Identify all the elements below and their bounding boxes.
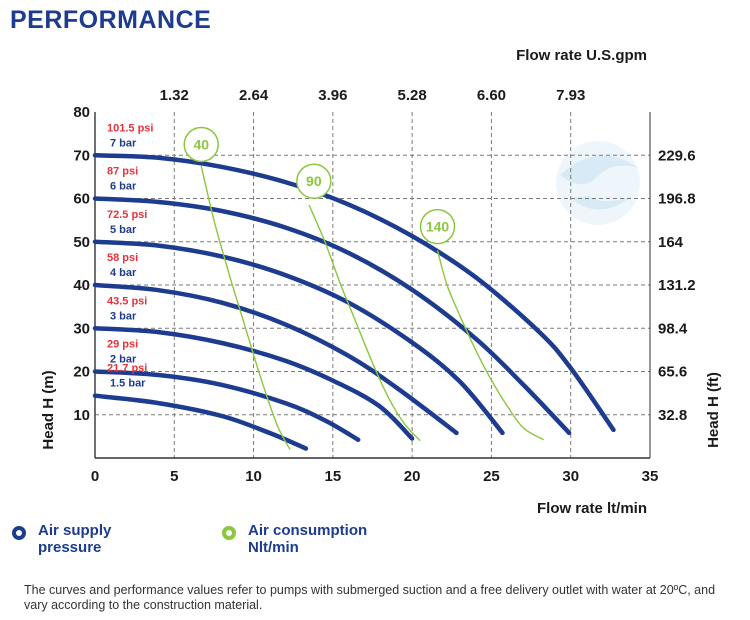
pressure-curve-7bar (92, 153, 616, 433)
y-right-tick-label: 98.4 (658, 320, 688, 337)
bar-label: 5 bar (110, 224, 137, 236)
air-consumption-badge (296, 163, 332, 199)
pressure-curve-2bar (92, 369, 361, 443)
legend-air-line2: Nlt/min (248, 539, 299, 556)
air-consumption-label: 90 (306, 173, 322, 189)
x-tick-label: 30 (562, 468, 579, 485)
x-tick-label: 35 (642, 468, 659, 485)
psi-label: 101.5 psi (107, 122, 153, 134)
y-right-tick-label: 229.6 (658, 147, 696, 164)
y-left-axis-title: Head H (m) (40, 370, 57, 449)
y-right-axis-title: Head H (ft) (705, 372, 722, 448)
y-right-tick-label: 32.8 (658, 407, 687, 424)
x-top-tick-label: 1.32 (160, 87, 189, 104)
y-right-tick-label: 164 (658, 234, 684, 251)
psi-label: 87 psi (107, 166, 138, 178)
y-tick-label: 80 (73, 104, 90, 121)
y-right-tick-label: 196.8 (658, 191, 696, 208)
x-top-tick-label: 7.93 (556, 87, 585, 104)
y-right-tick-label: 131.2 (658, 277, 696, 294)
legend-pressure-line1: Air supply (38, 522, 112, 539)
air-consumption-label: 40 (193, 136, 209, 152)
bar-label: 7 bar (110, 137, 137, 149)
x-top-tick-label: 3.96 (318, 87, 347, 104)
pressure-curve-5bar (92, 239, 505, 436)
air-consumption-label: 140 (426, 219, 450, 235)
x-tick-label: 5 (170, 468, 178, 485)
air-consumption-badge (183, 126, 219, 163)
x-top-axis-title: Flow rate U.S.gpm (516, 47, 647, 64)
legend-air-consumption: Air consumption Nlt/min (222, 522, 388, 556)
y-tick-label: 40 (73, 277, 90, 294)
y-tick-label: 30 (73, 320, 90, 337)
bar-label: 4 bar (110, 267, 137, 279)
psi-label: 43.5 psi (107, 295, 147, 307)
x-tick-label: 25 (483, 468, 500, 485)
legend-air-line1: Air consumption (248, 522, 368, 539)
bar-label: 1.5 bar (110, 378, 146, 390)
psi-label: 29 psi (107, 339, 138, 351)
psi-label: 58 psi (107, 252, 138, 264)
pressure-curve-4bar (92, 282, 459, 436)
air-consumption-curve-90 (308, 204, 421, 442)
air-consumption-curve-140 (436, 250, 545, 441)
psi-label: 21.7 psi (107, 363, 147, 375)
x-tick-label: 0 (91, 468, 99, 485)
x-top-tick-label: 6.60 (477, 87, 506, 104)
bar-label: 6 bar (110, 181, 137, 193)
y-tick-label: 70 (73, 147, 90, 164)
x-tick-label: 10 (245, 468, 262, 485)
pressure-curve-1-5bar (92, 393, 309, 451)
footnote: The curves and performance values refer … (24, 583, 716, 612)
y-tick-label: 50 (73, 234, 90, 251)
legend-pressure-line2: pressure (38, 539, 102, 556)
bar-label: 2 bar (110, 354, 137, 366)
blue-circle-icon (12, 526, 26, 540)
air-consumption-badge (419, 208, 456, 245)
air-consumption-curve-40 (200, 165, 291, 450)
x-top-tick-label: 5.28 (398, 87, 427, 104)
y-tick-label: 10 (73, 407, 90, 424)
x-tick-label: 20 (404, 468, 421, 485)
green-circle-icon (222, 526, 236, 540)
x-top-tick-label: 2.64 (239, 87, 269, 104)
page-title: PERFORMANCE (10, 6, 212, 34)
pressure-curve-3bar (92, 326, 415, 441)
logo-watermark-icon (556, 141, 640, 225)
pressure-curve-6bar (92, 196, 572, 436)
psi-label: 72.5 psi (107, 209, 147, 221)
y-tick-label: 20 (73, 364, 90, 381)
y-tick-label: 60 (73, 191, 90, 208)
x-bottom-axis-title: Flow rate lt/min (537, 500, 647, 517)
x-tick-label: 15 (325, 468, 342, 485)
legend-air-supply-pressure: Air supply pressure (12, 522, 178, 556)
y-right-tick-label: 65.6 (658, 364, 687, 381)
bar-label: 3 bar (110, 310, 137, 322)
